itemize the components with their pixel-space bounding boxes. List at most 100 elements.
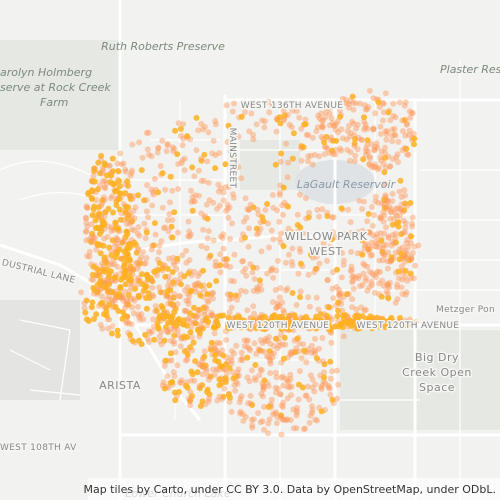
point xyxy=(161,362,168,369)
point xyxy=(116,195,123,202)
point xyxy=(146,328,152,335)
point xyxy=(303,392,310,399)
point xyxy=(102,279,109,286)
point xyxy=(229,108,236,115)
point xyxy=(234,322,241,329)
point xyxy=(383,131,390,138)
point xyxy=(259,393,266,400)
point xyxy=(97,300,104,307)
point xyxy=(118,237,125,244)
point xyxy=(156,333,163,340)
point xyxy=(189,207,196,214)
point xyxy=(179,252,186,259)
point xyxy=(318,110,325,117)
point xyxy=(250,131,256,138)
point xyxy=(408,254,415,261)
point xyxy=(247,392,254,399)
point xyxy=(185,316,192,323)
point xyxy=(264,201,271,207)
point xyxy=(281,199,288,206)
point xyxy=(148,186,155,193)
point xyxy=(367,313,374,320)
point xyxy=(386,284,393,291)
point xyxy=(294,211,301,218)
point xyxy=(409,220,416,227)
point xyxy=(407,114,413,121)
point xyxy=(323,133,330,140)
point xyxy=(122,166,129,173)
point xyxy=(227,277,234,284)
point xyxy=(335,307,342,314)
point xyxy=(230,157,237,164)
point xyxy=(363,316,370,322)
point xyxy=(231,251,238,258)
point xyxy=(318,384,325,391)
point xyxy=(156,284,162,291)
point xyxy=(189,194,196,200)
point xyxy=(298,157,305,164)
point xyxy=(166,211,173,218)
point xyxy=(332,126,339,133)
point xyxy=(134,265,141,272)
point xyxy=(122,234,129,241)
point xyxy=(326,105,333,112)
point xyxy=(204,389,210,395)
point xyxy=(363,148,370,154)
point xyxy=(330,214,337,221)
point xyxy=(392,235,399,242)
point xyxy=(235,133,242,140)
point xyxy=(169,320,176,326)
point xyxy=(333,395,340,402)
point xyxy=(361,126,368,133)
map-label: Farm xyxy=(40,96,68,109)
point xyxy=(217,340,223,347)
point xyxy=(103,260,110,266)
point xyxy=(225,183,232,190)
point xyxy=(399,208,406,215)
point xyxy=(259,323,266,330)
map-label: Space xyxy=(419,381,455,394)
point xyxy=(285,379,292,385)
point xyxy=(84,253,91,259)
point xyxy=(290,425,297,432)
point xyxy=(324,145,331,152)
point xyxy=(165,300,172,307)
point xyxy=(366,245,373,252)
point xyxy=(107,195,114,202)
park-area xyxy=(240,140,300,190)
point xyxy=(240,417,247,424)
point xyxy=(294,409,300,416)
point xyxy=(382,154,388,161)
point xyxy=(98,152,105,159)
point xyxy=(181,321,188,328)
point xyxy=(129,141,136,148)
point xyxy=(157,289,164,296)
point xyxy=(280,307,287,314)
point xyxy=(272,384,279,391)
point xyxy=(385,281,392,288)
point xyxy=(311,269,318,276)
point xyxy=(130,295,137,302)
point xyxy=(92,165,99,172)
point xyxy=(391,131,398,138)
point xyxy=(377,214,384,221)
point xyxy=(97,286,104,293)
point xyxy=(357,283,364,290)
point xyxy=(374,166,381,173)
point xyxy=(136,260,143,267)
point xyxy=(298,355,305,362)
point xyxy=(214,397,221,404)
point xyxy=(389,221,396,228)
point xyxy=(203,367,210,374)
point xyxy=(323,109,329,116)
point xyxy=(287,349,294,356)
point xyxy=(406,108,413,115)
point xyxy=(225,214,232,221)
point xyxy=(198,177,205,184)
point xyxy=(231,153,238,160)
point xyxy=(174,362,181,369)
point xyxy=(338,147,344,154)
point xyxy=(253,121,260,128)
point xyxy=(366,229,373,236)
point xyxy=(412,262,419,269)
